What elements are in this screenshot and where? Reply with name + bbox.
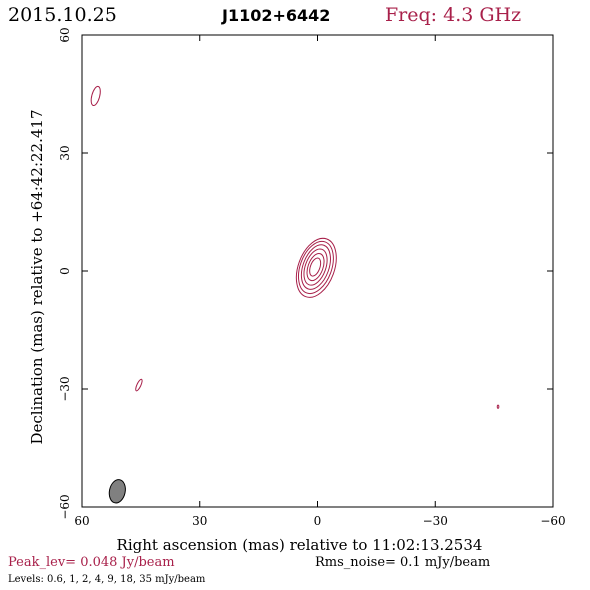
observation-date: 2015.10.25 [8,4,117,26]
tick-layer [81,34,554,508]
x-tick-label: −30 [423,514,448,528]
beam-layer [108,479,126,504]
y-tick-label: −30 [58,376,72,401]
contour-levels: Levels: 0.6, 1, 2, 4, 9, 18, 35 mJy/beam [8,574,206,585]
isolated-contour [90,85,101,107]
x-tick-label: 0 [314,514,322,528]
beam-ellipse [108,479,126,504]
contour-layer [90,85,500,409]
y-tick-label: 0 [58,267,72,275]
core-contour [303,248,328,286]
y-tick-label: −60 [58,494,72,519]
source-name: J1102+6442 [221,6,330,25]
core-contour [306,253,325,282]
core-contour [297,240,334,295]
frequency-label: Freq: 4.3 GHz [385,4,521,26]
core-contour [309,257,322,277]
isolated-contour [496,404,500,409]
core-contour [300,244,331,290]
plot-frame [81,34,554,508]
x-tick-label: 60 [74,514,89,528]
y-axis-label: Declination (mas) relative to +64:42:22.… [28,109,46,444]
peak-level: Peak_lev= 0.048 Jy/beam [8,555,175,570]
x-axis-label: Right ascension (mas) relative to 11:02:… [117,536,483,554]
x-tick-label: −60 [540,514,565,528]
isolated-contour [135,378,143,392]
x-tick-label: 30 [192,514,207,528]
core-contour [295,237,337,298]
y-tick-label: 60 [58,27,72,42]
tick-label-layer: 60 30 0 −30 −60 −60 −30 0 30 60 [58,27,566,528]
rms-noise: Rms_noise= 0.1 mJy/beam [315,555,490,570]
y-tick-label: 30 [58,145,72,160]
